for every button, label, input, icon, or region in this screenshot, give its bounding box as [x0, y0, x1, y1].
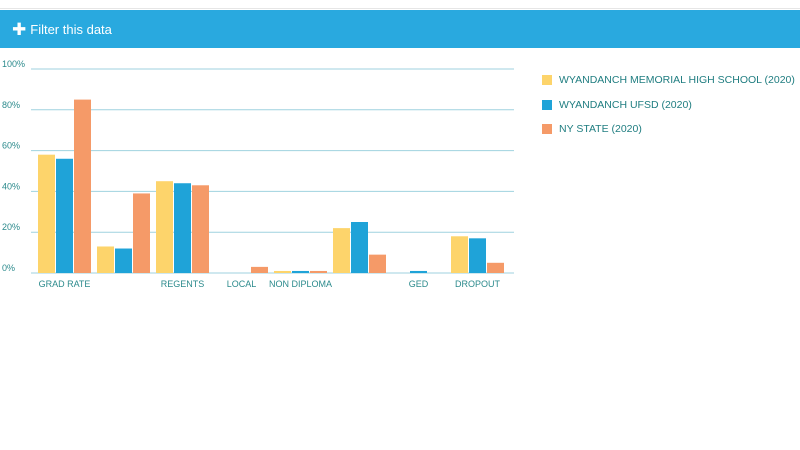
- y-tick-label: 100%: [2, 59, 25, 69]
- bar: [56, 158, 73, 273]
- bar: [38, 154, 55, 273]
- bar: [487, 262, 504, 273]
- browser-top-edge: [0, 0, 800, 9]
- x-tick-label: GED: [409, 279, 429, 289]
- y-tick-label: 80%: [2, 100, 20, 110]
- legend-swatch: [542, 124, 552, 135]
- x-axis-ticks: GRAD RATE REGENTS LOCAL NON DIPLOMA GED DROPO…: [39, 279, 501, 289]
- bar: [174, 183, 191, 273]
- bar: [351, 222, 368, 273]
- bar: [115, 248, 132, 273]
- legend-item[interactable]: WYANDANCH UFSD (2020): [542, 93, 795, 118]
- legend-swatch: [542, 75, 552, 86]
- chart-legend: WYANDANCH MEMORIAL HIGH SCHOOL (2020) WYA…: [542, 68, 795, 142]
- filter-label: Filter this data: [30, 21, 112, 37]
- bar: [133, 193, 150, 273]
- legend-label: NY STATE (2020): [559, 123, 642, 136]
- bar: [410, 270, 427, 273]
- bar: [292, 270, 309, 273]
- y-tick-label: 40%: [2, 181, 20, 191]
- bars: [38, 99, 504, 273]
- legend-label: WYANDANCH MEMORIAL HIGH SCHOOL (2020): [559, 74, 795, 87]
- x-tick-label: LOCAL: [227, 279, 257, 289]
- x-tick-label: NON DIPLOMA: [269, 279, 332, 289]
- bar: [274, 270, 291, 273]
- bar: [333, 228, 350, 273]
- y-tick-label: 60%: [2, 141, 20, 151]
- bar: [310, 270, 327, 273]
- y-tick-label: 0%: [2, 263, 15, 273]
- bar: [192, 185, 209, 273]
- bar-chart: 0% 20% 40% 60% 80% 100% GRAD RATE REGENTS LOCAL…: [2, 59, 514, 289]
- legend-swatch: [542, 99, 552, 110]
- y-axis-ticks: 0% 20% 40% 60% 80% 100%: [2, 59, 25, 273]
- bar: [451, 236, 468, 273]
- bar: [469, 238, 486, 273]
- grid-lines: [31, 68, 514, 274]
- plus-icon: ✚: [12, 19, 27, 39]
- bar: [156, 181, 173, 273]
- y-tick-label: 20%: [2, 222, 20, 232]
- filter-this-data-button[interactable]: ✚ Filter this data: [0, 10, 800, 48]
- x-tick-label: REGENTS: [161, 279, 205, 289]
- bar: [369, 254, 386, 273]
- legend-label: WYANDANCH UFSD (2020): [559, 98, 692, 111]
- legend-item[interactable]: NY STATE (2020): [542, 117, 795, 142]
- bar: [97, 246, 114, 273]
- legend-item[interactable]: WYANDANCH MEMORIAL HIGH SCHOOL (2020): [542, 68, 795, 93]
- x-tick-label: GRAD RATE: [39, 279, 91, 289]
- x-tick-label: DROPOUT: [455, 279, 501, 289]
- bar: [251, 266, 268, 273]
- bar: [74, 99, 91, 273]
